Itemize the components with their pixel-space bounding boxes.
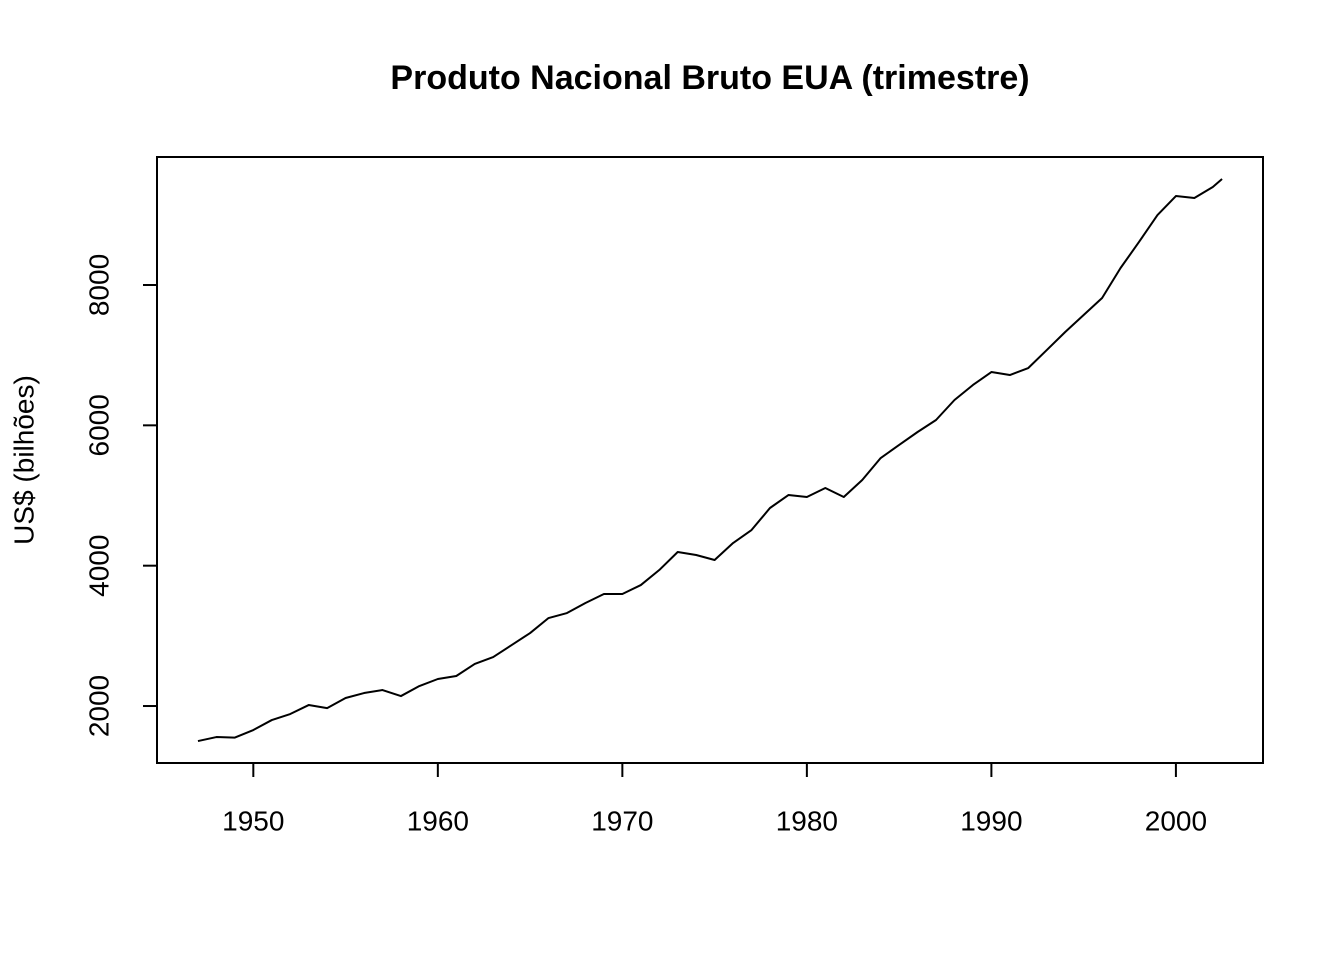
- y-tick-label: 6000: [83, 394, 114, 456]
- x-tick-label: 1970: [591, 805, 653, 836]
- y-tick-label: 8000: [83, 254, 114, 316]
- series-line: [197, 178, 1223, 743]
- x-tick-label: 1990: [960, 805, 1022, 836]
- y-tick-label: 2000: [83, 675, 114, 737]
- x-tick-label: 2000: [1145, 805, 1207, 836]
- y-tick-label: 4000: [83, 535, 114, 597]
- plot-box: [156, 156, 1264, 764]
- x-tick-label: 1980: [776, 805, 838, 836]
- x-tick-label: 1950: [222, 805, 284, 836]
- y-axis-label: US$ (bilhões): [8, 375, 39, 545]
- chart-title: Produto Nacional Bruto EUA (trimestre): [390, 59, 1029, 97]
- x-tick-label: 1960: [407, 805, 469, 836]
